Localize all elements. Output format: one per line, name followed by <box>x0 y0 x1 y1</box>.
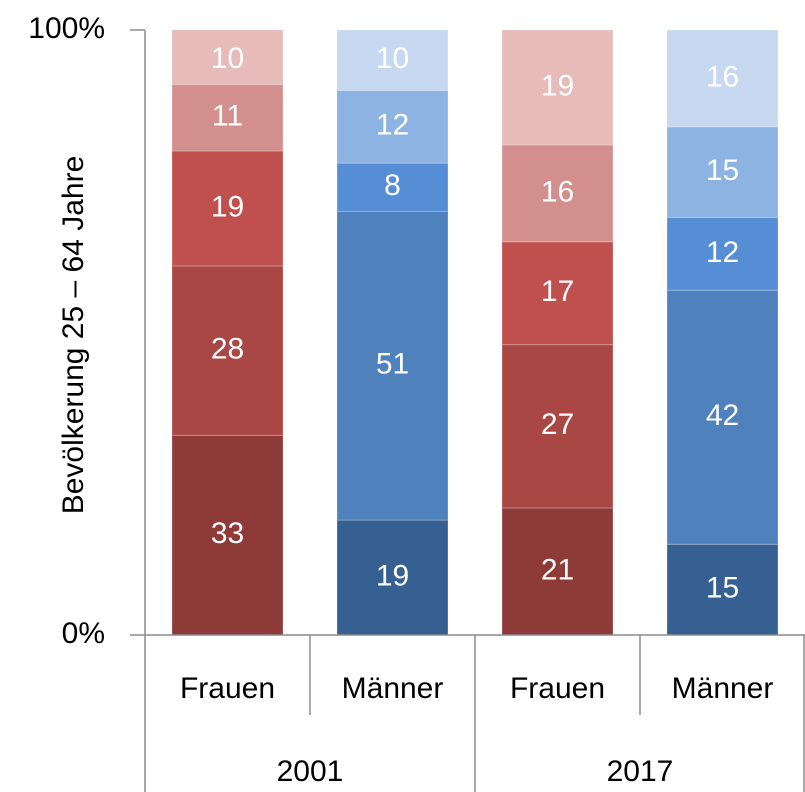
data-label: 42 <box>706 399 739 432</box>
data-label: 16 <box>541 175 574 208</box>
bar-segment <box>171 265 284 436</box>
y-tick-label: 100% <box>28 12 105 45</box>
data-label: 8 <box>384 169 401 202</box>
data-label: 12 <box>706 236 739 269</box>
bar-segment <box>666 126 779 219</box>
y-axis-label: Bevölkerung 25 – 64 Jahre <box>57 156 90 515</box>
bar-segment <box>171 434 284 635</box>
bar-segment <box>501 30 614 146</box>
bar-segment <box>666 30 779 128</box>
data-label: 10 <box>376 42 409 75</box>
data-label: 19 <box>376 559 409 592</box>
bar-segment <box>171 150 284 267</box>
bar-segment <box>501 507 614 635</box>
data-label: 21 <box>541 553 574 586</box>
data-label: 28 <box>211 333 244 366</box>
x-tick-label: Frauen <box>510 672 605 705</box>
bar-segment <box>501 144 614 243</box>
data-label: 15 <box>706 154 739 187</box>
bar-segment <box>501 241 614 346</box>
bar-segment <box>666 543 779 635</box>
data-label: 51 <box>376 348 409 381</box>
data-label: 12 <box>376 109 409 142</box>
bar-segment <box>501 344 614 509</box>
data-label: 10 <box>211 42 244 75</box>
y-tick-label: 0% <box>62 617 105 650</box>
bar-segment <box>336 211 449 521</box>
x-tick-label: Männer <box>342 672 444 705</box>
data-label: 19 <box>541 69 574 102</box>
data-label: 33 <box>211 517 244 550</box>
group-label: 2001 <box>277 755 344 788</box>
bar-segment <box>666 217 779 291</box>
data-label: 15 <box>706 572 739 605</box>
bar-segment <box>336 30 449 91</box>
group-label: 2017 <box>607 755 674 788</box>
data-label: 17 <box>541 275 574 308</box>
data-label: 19 <box>211 190 244 223</box>
bar-segment <box>171 83 284 152</box>
x-tick-label: Frauen <box>180 672 275 705</box>
data-label: 27 <box>541 408 574 441</box>
bar-segment <box>171 30 284 85</box>
data-label: 16 <box>706 60 739 93</box>
data-label: 11 <box>212 100 243 133</box>
x-tick-label: Männer <box>672 672 774 705</box>
plot-area <box>171 30 779 635</box>
bar-segment <box>336 519 449 635</box>
bar-segment <box>666 289 779 545</box>
